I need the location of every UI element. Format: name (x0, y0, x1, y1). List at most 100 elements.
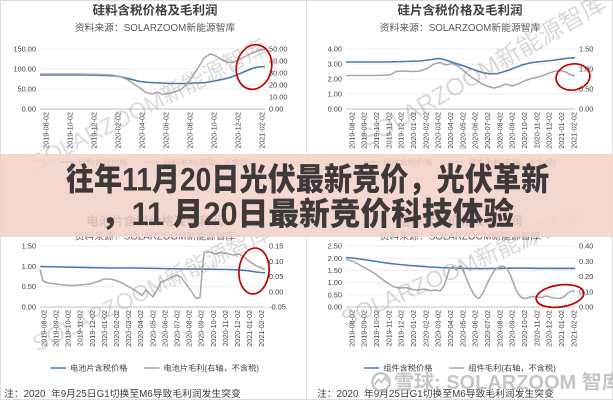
svg-text:2020-08-02: 2020-08-02 (495, 112, 504, 149)
svg-text:2019-08-02: 2019-08-02 (347, 112, 356, 149)
svg-text:0.10: 0.10 (269, 257, 283, 266)
svg-text:2020-04-02: 2020-04-02 (137, 112, 146, 149)
svg-text:2019-12-02: 2019-12-02 (397, 310, 406, 347)
svg-text:2019-08-02: 2019-08-02 (347, 310, 356, 347)
svg-text:0.00: 0.00 (579, 303, 593, 312)
svg-text:2019-08-02: 2019-08-02 (41, 112, 50, 149)
svg-text:2020-05-02: 2020-05-02 (458, 310, 467, 347)
svg-text:2020-10-02: 2020-10-02 (209, 112, 218, 149)
svg-text:2020-07-02: 2020-07-02 (483, 310, 492, 347)
svg-text:2020-02-02: 2020-02-02 (112, 310, 121, 347)
svg-text:0.00: 0.00 (328, 303, 342, 312)
svg-text:2.00: 2.00 (328, 254, 342, 263)
svg-text:2020-12-02: 2020-12-02 (545, 112, 554, 149)
svg-text:2020-11-02: 2020-11-02 (532, 112, 541, 148)
svg-text:11: 11 (122, 163, 152, 198)
svg-text:2019-10-02: 2019-10-02 (65, 112, 74, 149)
svg-text:2020-12-02: 2020-12-02 (233, 112, 242, 149)
svg-text:100.00: 100.00 (13, 65, 36, 74)
svg-text:2020-03-02: 2020-03-02 (434, 310, 443, 347)
svg-text:0.50: 0.50 (328, 290, 342, 299)
svg-text:2020-06-02: 2020-06-02 (471, 310, 480, 347)
svg-text:1.00: 1.00 (22, 262, 36, 271)
svg-text:2019-11-02: 2019-11-02 (76, 310, 85, 346)
svg-text:2021-02-02: 2021-02-02 (569, 112, 578, 149)
svg-text:2020-06-02: 2020-06-02 (160, 310, 169, 347)
svg-text:2020-11-02: 2020-11-02 (532, 310, 541, 346)
svg-text:50.00: 50.00 (269, 45, 288, 54)
svg-text:SOLARZOOM: SOLARZOOM (124, 23, 187, 34)
svg-text:2020: 2020 (337, 389, 359, 400)
svg-text:150.00: 150.00 (13, 45, 36, 54)
svg-text:0.00: 0.00 (269, 105, 283, 114)
svg-text:M6: M6 (452, 389, 466, 400)
svg-text:20.00: 20.00 (269, 81, 288, 90)
svg-text:1.00: 1.00 (328, 90, 342, 99)
svg-text:2019-12-02: 2019-12-02 (397, 112, 406, 149)
svg-text:2020-05-02: 2020-05-02 (148, 310, 157, 347)
svg-text:2020-01-02: 2020-01-02 (100, 310, 109, 347)
svg-text:0.00: 0.00 (579, 105, 593, 114)
svg-text:20: 20 (203, 196, 237, 232)
svg-text:2019-10-02: 2019-10-02 (372, 310, 381, 347)
svg-text:2020-10-02: 2020-10-02 (520, 112, 529, 149)
svg-text:2019-10-02: 2019-10-02 (372, 112, 381, 149)
svg-text:11: 11 (132, 196, 164, 232)
svg-text:2019-09-02: 2019-09-02 (52, 310, 61, 347)
svg-text:9: 9 (374, 389, 379, 400)
svg-text:2021-02-02: 2021-02-02 (257, 112, 266, 149)
svg-text:2019-12-02: 2019-12-02 (89, 112, 98, 149)
svg-text:2020-06-02: 2020-06-02 (161, 112, 170, 149)
svg-text:0.15: 0.15 (269, 242, 283, 251)
svg-text:2020-04-02: 2020-04-02 (446, 112, 455, 149)
svg-text:1.00: 1.00 (579, 65, 593, 74)
svg-text:2019-10-02: 2019-10-02 (64, 310, 73, 347)
svg-text:20: 20 (180, 163, 211, 198)
svg-text:2019-09-02: 2019-09-02 (360, 310, 369, 347)
svg-text:2020-10-02: 2020-10-02 (520, 310, 529, 347)
svg-text:2020-08-02: 2020-08-02 (185, 310, 194, 347)
svg-text:30.00: 30.00 (269, 69, 288, 78)
svg-text:3.00: 3.00 (328, 60, 342, 69)
svg-text:0.00: 0.00 (328, 105, 342, 114)
svg-text:2020-09-02: 2020-09-02 (508, 310, 517, 347)
svg-text:9: 9 (61, 389, 66, 400)
svg-text:2020-03-02: 2020-03-02 (434, 112, 443, 149)
svg-text:2020-02-02: 2020-02-02 (113, 112, 122, 149)
svg-text:2019-08-02: 2019-08-02 (39, 310, 48, 347)
svg-text:0.00: 0.00 (269, 287, 283, 296)
svg-text:(: ( (204, 364, 207, 373)
svg-text:0.40: 0.40 (579, 242, 593, 251)
svg-text:G1: G1 (410, 389, 423, 400)
svg-text:2020-09-02: 2020-09-02 (508, 112, 517, 149)
svg-text:2019-09-02: 2019-09-02 (360, 112, 369, 149)
svg-text:2020-03-02: 2020-03-02 (124, 310, 133, 347)
svg-text:2021-01-02: 2021-01-02 (557, 112, 566, 149)
svg-text:2020-02-02: 2020-02-02 (421, 310, 430, 347)
svg-text:0.05: 0.05 (269, 272, 283, 281)
svg-text:2020-07-02: 2020-07-02 (173, 310, 182, 347)
svg-text:2020-07-02: 2020-07-02 (483, 112, 492, 149)
svg-text:0.20: 0.20 (579, 272, 593, 281)
svg-text:2020: 2020 (24, 389, 46, 400)
svg-text:2020-04-02: 2020-04-02 (446, 310, 455, 347)
svg-text:2020-10-02: 2020-10-02 (209, 310, 218, 347)
svg-text:0.10: 0.10 (579, 287, 593, 296)
svg-text:2019-12-02: 2019-12-02 (88, 310, 97, 347)
svg-text:10.00: 10.00 (269, 93, 288, 102)
svg-text:50.00: 50.00 (18, 85, 37, 94)
svg-text:2020-01-02: 2020-01-02 (409, 112, 418, 149)
svg-text:2021-02-02: 2021-02-02 (257, 310, 266, 347)
svg-text:2021-01-02: 2021-01-02 (245, 310, 254, 347)
svg-text:1.50: 1.50 (579, 45, 593, 54)
svg-text:0.50: 0.50 (22, 282, 36, 291)
svg-text:): ) (256, 364, 259, 373)
svg-text:2020-08-02: 2020-08-02 (185, 112, 194, 149)
svg-text:M6: M6 (139, 389, 153, 400)
svg-text:2.50: 2.50 (328, 242, 342, 251)
svg-text:2020-01-02: 2020-01-02 (409, 310, 418, 347)
svg-text:0.50: 0.50 (579, 85, 593, 94)
svg-text:0.00: 0.00 (22, 303, 36, 312)
svg-text:2020-05-02: 2020-05-02 (458, 112, 467, 149)
svg-text:2020-02-02: 2020-02-02 (421, 112, 430, 149)
